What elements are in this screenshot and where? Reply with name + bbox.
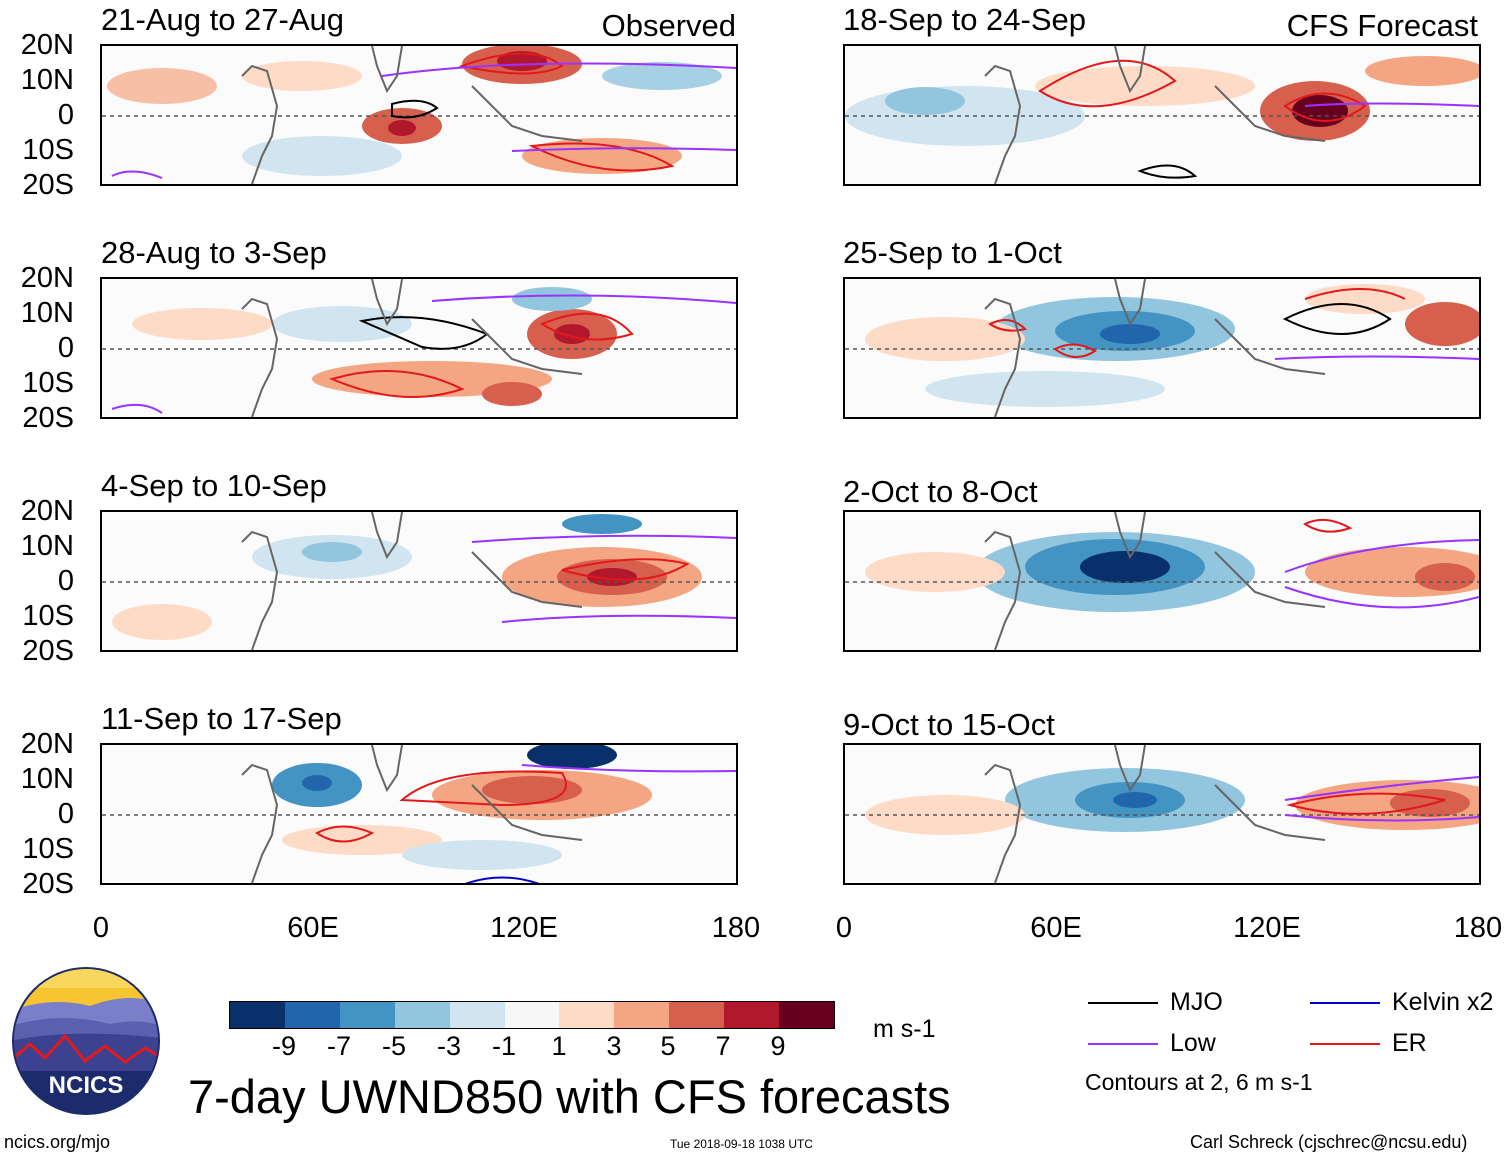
lon-label: 60E [1030,912,1082,944]
panel-7-title: 2-Oct to 8-Oct [843,474,1038,509]
legend-line-kelvin [1310,1002,1380,1004]
lat-label: 20N [20,495,74,527]
colorbar-label: -9 [271,1031,296,1061]
legend-label-er: ER [1392,1029,1427,1057]
colorbar-swatch [339,1002,395,1028]
lat-label: 0 [57,565,74,597]
map-panel-3 [100,510,738,652]
legend-line-er [1310,1043,1380,1045]
colorbar-swatch [779,1002,834,1028]
lat-label: 20N [20,262,74,294]
lon-label: 0 [835,912,853,944]
panel-4-title: 11-Sep to 17-Sep [101,701,342,736]
lat-label: 20S [22,402,74,434]
legend-label-low: Low [1170,1029,1216,1057]
lat-label: 20S [22,169,74,201]
lat-label: 10N [20,530,74,562]
colorbar-label: 5 [660,1031,676,1061]
lat-label: 10S [22,600,74,632]
colorbar-label: 1 [551,1031,567,1061]
legend-label-kelvin: Kelvin x2 [1392,988,1494,1016]
colorbar-swatch [669,1002,725,1028]
lat-label: 10S [22,367,74,399]
lat-label: 10S [22,833,74,865]
map-panel-4 [100,743,738,885]
panel-8-title: 9-Oct to 15-Oct [843,707,1055,742]
colorbar-units: m s-1 [873,1015,936,1043]
colorbar-swatch [614,1002,670,1028]
footer-author: Carl Schreck (cjschrec@ncsu.edu) [1190,1132,1468,1152]
lon-label: 120E [490,912,558,944]
colorbar-swatch [559,1002,615,1028]
lat-label: 20S [22,635,74,667]
colorbar-label: 7 [715,1031,731,1061]
colorbar-label: 3 [606,1031,622,1061]
lat-label: 0 [57,332,74,364]
figure-title: 7-day UWND850 with CFS forecasts [188,1070,951,1123]
colorbar-swatch [284,1002,340,1028]
logo-text: NCICS [49,1072,124,1099]
colorbar-label: -1 [491,1031,516,1061]
panel-5-title: 18-Sep to 24-Sep [843,2,1087,37]
panel-3-title: 4-Sep to 10-Sep [101,468,327,503]
panel-2-title: 28-Aug to 3-Sep [101,235,327,270]
colorbar-label: -7 [326,1031,351,1061]
lat-label: 10N [20,64,74,96]
colorbar-swatch [449,1002,505,1028]
colorbar-swatch [394,1002,450,1028]
colorbar-swatch [230,1002,285,1028]
legend-line-mjo [1088,1002,1158,1004]
map-panel-2 [100,277,738,419]
lat-label: 10N [20,297,74,329]
panel-6-title: 25-Sep to 1-Oct [843,235,1062,270]
footer-timestamp: Tue 2018-09-18 1038 UTC [670,1137,813,1151]
observed-label: Observed [601,8,736,43]
lon-label: 0 [92,912,110,944]
map-panel-7 [843,510,1481,652]
map-panel-6 [843,277,1481,419]
lat-label: 20N [20,29,74,61]
colorbar-swatch [724,1002,780,1028]
colorbar-label: 9 [770,1031,786,1061]
lat-label: 20N [20,728,74,760]
legend-note: Contours at 2, 6 m s-1 [1085,1069,1313,1095]
lat-label: 10N [20,763,74,795]
forecast-label: CFS Forecast [1286,8,1478,43]
lon-label: 180 [1453,912,1503,944]
colorbar-label: -3 [436,1031,461,1061]
legend-line-low [1088,1043,1158,1045]
map-panel-8 [843,743,1481,885]
colorbar-label: -5 [381,1031,406,1061]
lon-label: 120E [1233,912,1301,944]
colorbar-swatch [504,1002,560,1028]
colorbar [229,1001,835,1029]
lon-label: 180 [711,912,761,944]
map-panel-5 [843,44,1481,186]
footer-link[interactable]: ncics.org/mjo [4,1132,111,1152]
panel-1-title: 21-Aug to 27-Aug [101,2,345,37]
lat-label: 20S [22,868,74,900]
lat-label: 0 [57,99,74,131]
lon-label: 60E [287,912,339,944]
legend-label-mjo: MJO [1170,988,1223,1016]
lat-label: 10S [22,134,74,166]
map-panel-1 [100,44,738,186]
lat-label: 0 [57,798,74,830]
ncics-logo: NCICS [10,966,162,1116]
